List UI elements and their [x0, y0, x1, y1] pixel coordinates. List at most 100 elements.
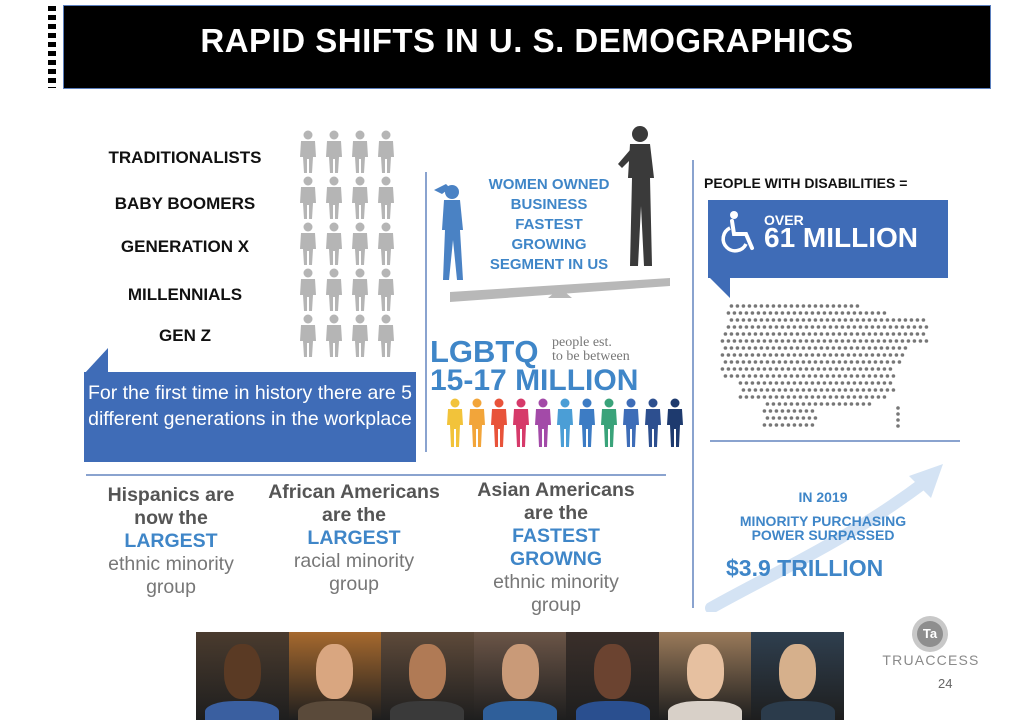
person-icon: [378, 176, 394, 219]
page-number: 24: [938, 676, 953, 691]
lgbtq-note: people est. to be between: [552, 336, 630, 364]
women-text-line: BUSINESS: [510, 196, 588, 213]
portrait-photo: [196, 632, 289, 720]
portrait-face: [501, 644, 539, 699]
brand-name: TRUACCESS: [882, 652, 980, 668]
stat-asian-americans: Asian Americans are the FASTEST GROWNG ethni…: [460, 479, 652, 617]
divider-right: [692, 160, 694, 608]
generations-callout-text: For the first time in history there are …: [87, 382, 413, 430]
women-business-text: WOMEN OWNED BUSINESS FASTEST GROWING SEG…: [474, 175, 624, 275]
person-icon: [352, 176, 368, 219]
rainbow-person-icon: [491, 398, 507, 447]
purchasing-amount: $3.9 TRILLION: [726, 555, 884, 581]
disabilities-box-tail: [708, 276, 730, 298]
person-icon: [300, 130, 316, 173]
portrait-face: [686, 644, 724, 699]
women-business-seesaw-illustration: [434, 126, 670, 302]
people-row: [298, 314, 398, 358]
portrait-photo: [658, 632, 752, 720]
photo-strip: [196, 632, 845, 720]
portrait-photo: [381, 632, 474, 720]
truaccess-logo-mark: Ta: [917, 621, 943, 647]
stat-line: Asian Americans: [477, 479, 635, 501]
lgbtq-rainbow-people: [447, 398, 683, 447]
rainbow-person-icon: [557, 398, 573, 447]
rainbow-person-icon: [623, 398, 639, 447]
generation-label-millennials: MILLENNIALS: [127, 285, 243, 304]
stat-line: group: [146, 576, 196, 598]
divider-left: [425, 172, 427, 452]
generation-label-gen-z: GEN Z: [159, 326, 211, 345]
people-row: [298, 130, 398, 174]
portrait-face: [594, 644, 632, 699]
person-icon: [326, 314, 342, 357]
purchasing-year: IN 2019: [798, 489, 848, 505]
person-icon: [326, 176, 342, 219]
stat-line: group: [531, 594, 581, 616]
person-icon: [300, 314, 316, 357]
callout-notch: [84, 348, 108, 374]
person-icon: [326, 268, 342, 311]
lgbtq-note-line: people est.: [552, 335, 612, 350]
wheelchair-icon: [721, 211, 754, 253]
portrait-shirt: [668, 700, 743, 720]
person-icon: [352, 268, 368, 311]
rainbow-person-icon: [469, 398, 485, 447]
portrait-shirt: [205, 700, 280, 720]
slide-title: RAPID SHIFTS IN U. S. DEMOGRAPHICS: [200, 22, 854, 59]
stat-line: racial minority: [293, 550, 415, 572]
rainbow-person-icon: [447, 398, 463, 447]
title-bar: [64, 6, 990, 88]
growth-arrow-icon: [705, 464, 943, 612]
lgbtq-note-line: to be between: [552, 349, 630, 364]
women-text-line: SEGMENT IN US: [489, 256, 609, 273]
seesaw-pivot: [548, 288, 572, 298]
rainbow-person-icon: [513, 398, 529, 447]
stat-line: FASTEST: [512, 525, 600, 547]
stat-african-americans: African Americans are the LARGEST racial mi…: [254, 481, 454, 596]
stat-line: GROWNG: [509, 548, 603, 570]
person-icon: [352, 130, 368, 173]
generation-label-baby-boomers: BABY BOOMERS: [114, 194, 256, 213]
person-icon: [378, 314, 394, 357]
purchasing-line2: POWER SURPASSED: [751, 527, 895, 543]
portrait-photo: [566, 632, 659, 720]
women-text-line: WOMEN OWNED: [488, 176, 610, 193]
disabilities-title: PEOPLE WITH DISABILITIES =: [704, 175, 908, 191]
person-icon: [378, 130, 394, 173]
portrait-face: [779, 644, 817, 699]
disabilities-over: OVER: [764, 212, 804, 228]
person-icon: [326, 222, 342, 265]
woman-figure-icon: [618, 126, 654, 266]
portrait-shirt: [390, 700, 465, 720]
person-icon: [300, 222, 316, 265]
stat-line: are the: [322, 504, 386, 526]
portrait-shirt: [575, 700, 650, 720]
stat-line: Hispanics are: [107, 484, 235, 506]
lgbtq-number: 15-17 MILLION: [430, 364, 639, 397]
portrait-photo: [751, 632, 845, 720]
portrait-shirt: [760, 700, 835, 720]
women-text-line: GROWING: [511, 236, 587, 253]
portrait-face: [223, 644, 261, 699]
portrait-face: [408, 644, 446, 699]
purchasing-line1: MINORITY PURCHASING: [739, 513, 907, 529]
stat-line: LARGEST: [307, 527, 401, 549]
portrait-photo: [473, 632, 567, 720]
disabilities-number: 61 MILLION: [764, 222, 919, 253]
stat-line: now the: [134, 507, 208, 529]
rainbow-person-icon: [535, 398, 551, 447]
divider-middle: [86, 474, 666, 476]
stat-line: are the: [524, 502, 588, 524]
women-text-line: FASTEST: [515, 216, 583, 233]
slide-marker-dots: [48, 6, 56, 88]
portrait-face: [316, 644, 354, 699]
us-map-icon: [720, 304, 929, 428]
rainbow-person-icon: [601, 398, 617, 447]
generation-label-generation-x: GENERATION X: [120, 237, 250, 256]
person-icon: [352, 314, 368, 357]
rainbow-person-icon: [579, 398, 595, 447]
stat-line: African Americans: [268, 481, 440, 503]
person-icon: [300, 268, 316, 311]
man-figure-icon: [434, 184, 463, 280]
